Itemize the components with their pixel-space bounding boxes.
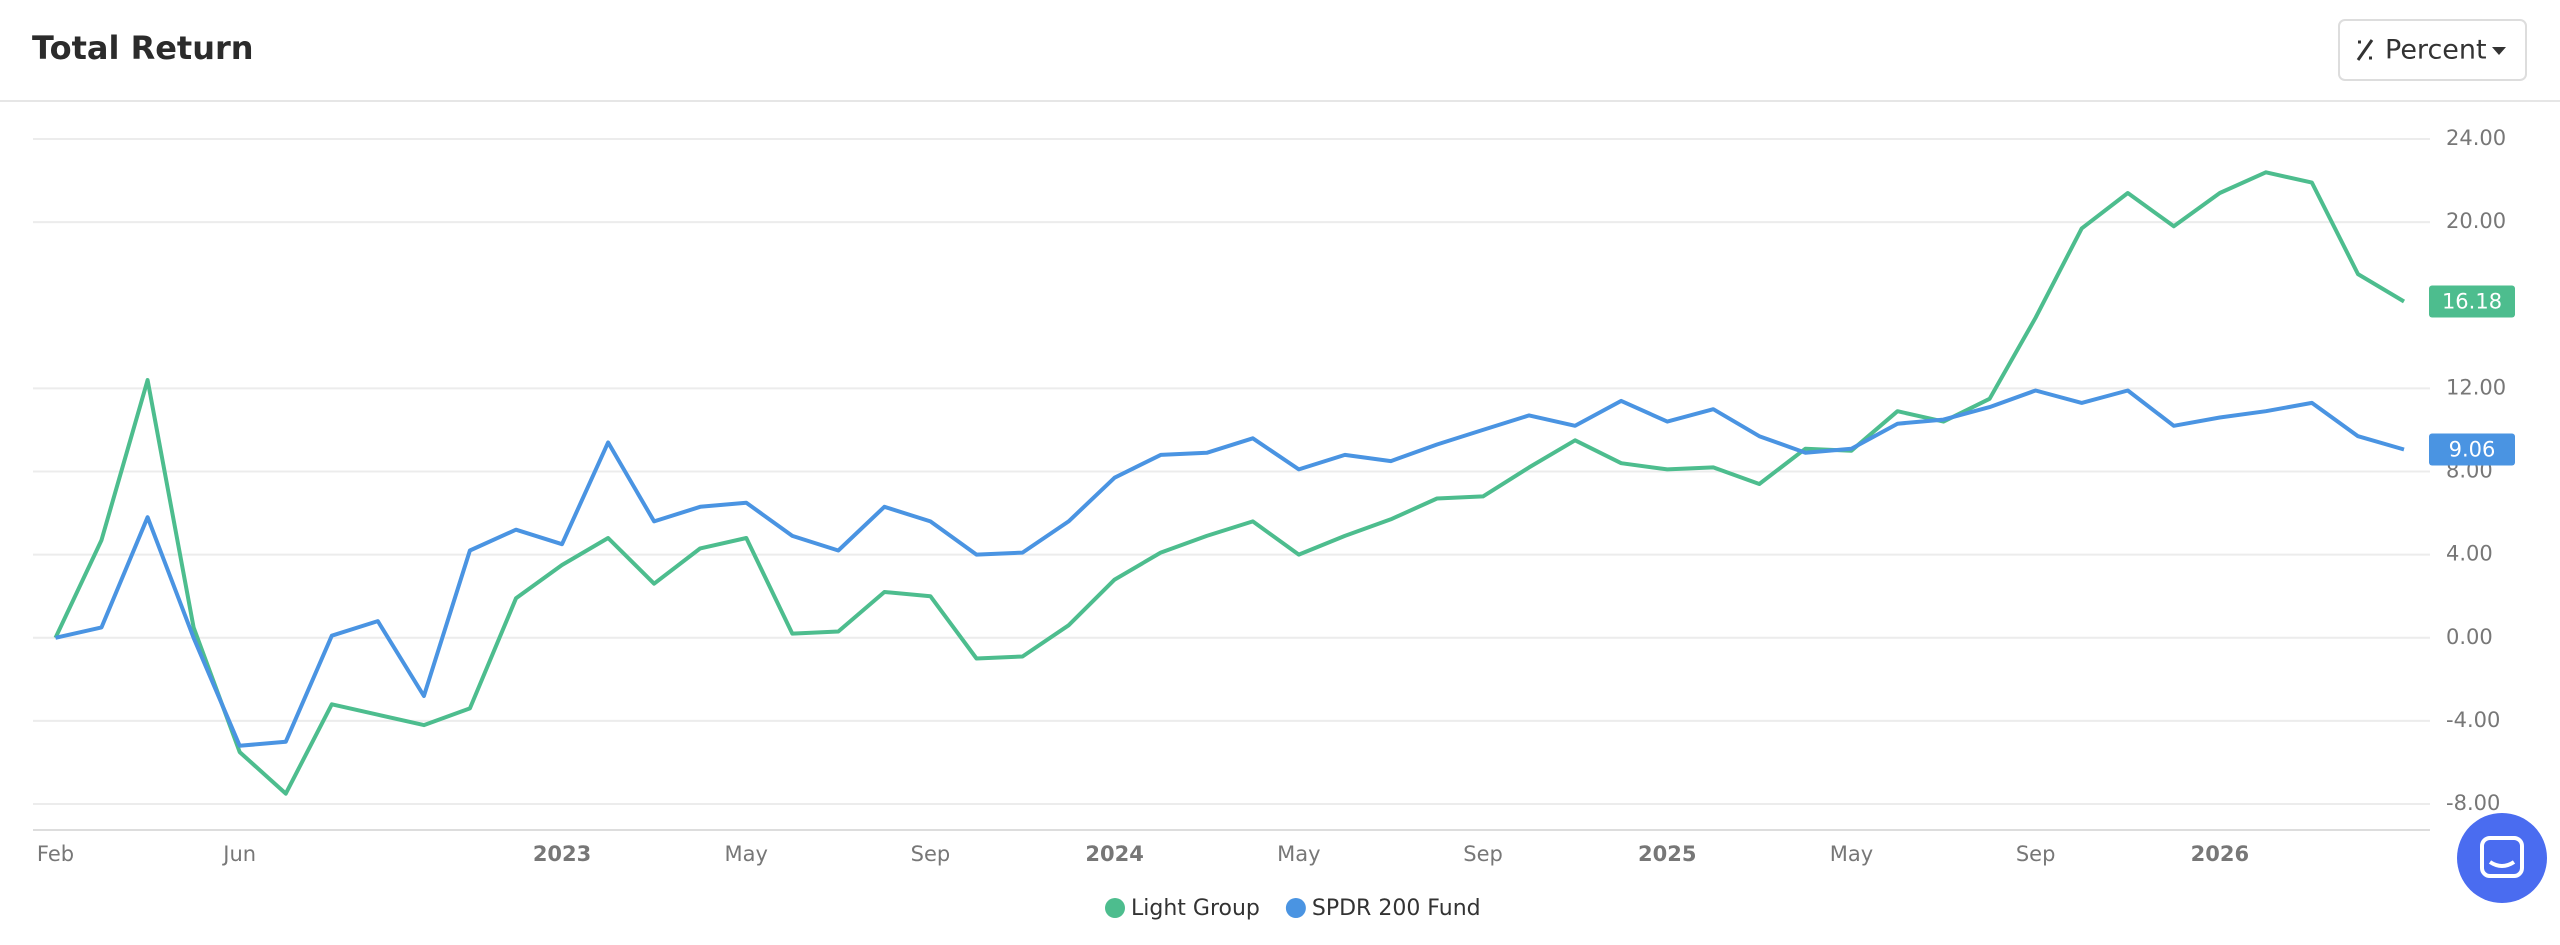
end-label: 9.06: [2449, 437, 2496, 461]
chart: -8.00-4.000.004.008.0012.0020.0024.00Feb…: [33, 126, 2515, 921]
x-tick-label: Sep: [911, 842, 951, 866]
x-tick-label: 2026: [2191, 842, 2249, 866]
series-line: [55, 388, 2405, 748]
y-tick-label: 20.00: [2446, 209, 2506, 233]
x-tick-label: May: [1277, 842, 1320, 866]
y-tick-label: 24.00: [2446, 126, 2506, 150]
button-label[interactable]: Percent: [2385, 35, 2487, 66]
end-label-box: [2429, 433, 2515, 466]
series-line: [53, 170, 2406, 796]
end-label-box: [2429, 285, 2515, 318]
caret: [2492, 47, 2506, 55]
x-tick-label: Feb: [37, 842, 74, 866]
x-tick-label: Jun: [221, 842, 256, 866]
percent-icon: [2356, 39, 2374, 61]
legend-label: SPDR 200 Fund: [1312, 896, 1481, 921]
legend-swatch: [1105, 898, 1125, 918]
chat-icon: [2480, 836, 2524, 878]
y-tick-label: -4.00: [2446, 708, 2500, 732]
x-tick-label: Sep: [2016, 842, 2056, 866]
chat-button[interactable]: [2457, 813, 2547, 903]
x-tick-label: 2024: [1085, 842, 1143, 866]
y-tick-label: 12.00: [2446, 375, 2506, 399]
chat-circle[interactable]: [2457, 813, 2547, 903]
title: Total Return: [32, 29, 254, 67]
button-box[interactable]: [2338, 19, 2527, 81]
y-tick-label: 0.00: [2446, 625, 2493, 649]
x-tick-label: 2025: [1638, 842, 1696, 866]
legend-swatch: [1285, 898, 1306, 918]
x-tick-label: 2023: [533, 842, 591, 866]
chat-smile: [2488, 860, 2516, 868]
x-tick-label: May: [725, 842, 768, 866]
legend-label: Light Group: [1131, 896, 1260, 921]
percent-button[interactable]: Percent: [2338, 19, 2527, 81]
x-tick-label: May: [1830, 842, 1873, 866]
x-tick-label: Sep: [1463, 842, 1503, 866]
end-label: 16.18: [2442, 290, 2502, 314]
y-tick-label: -8.00: [2446, 791, 2500, 815]
y-tick-label: 4.00: [2446, 542, 2493, 566]
